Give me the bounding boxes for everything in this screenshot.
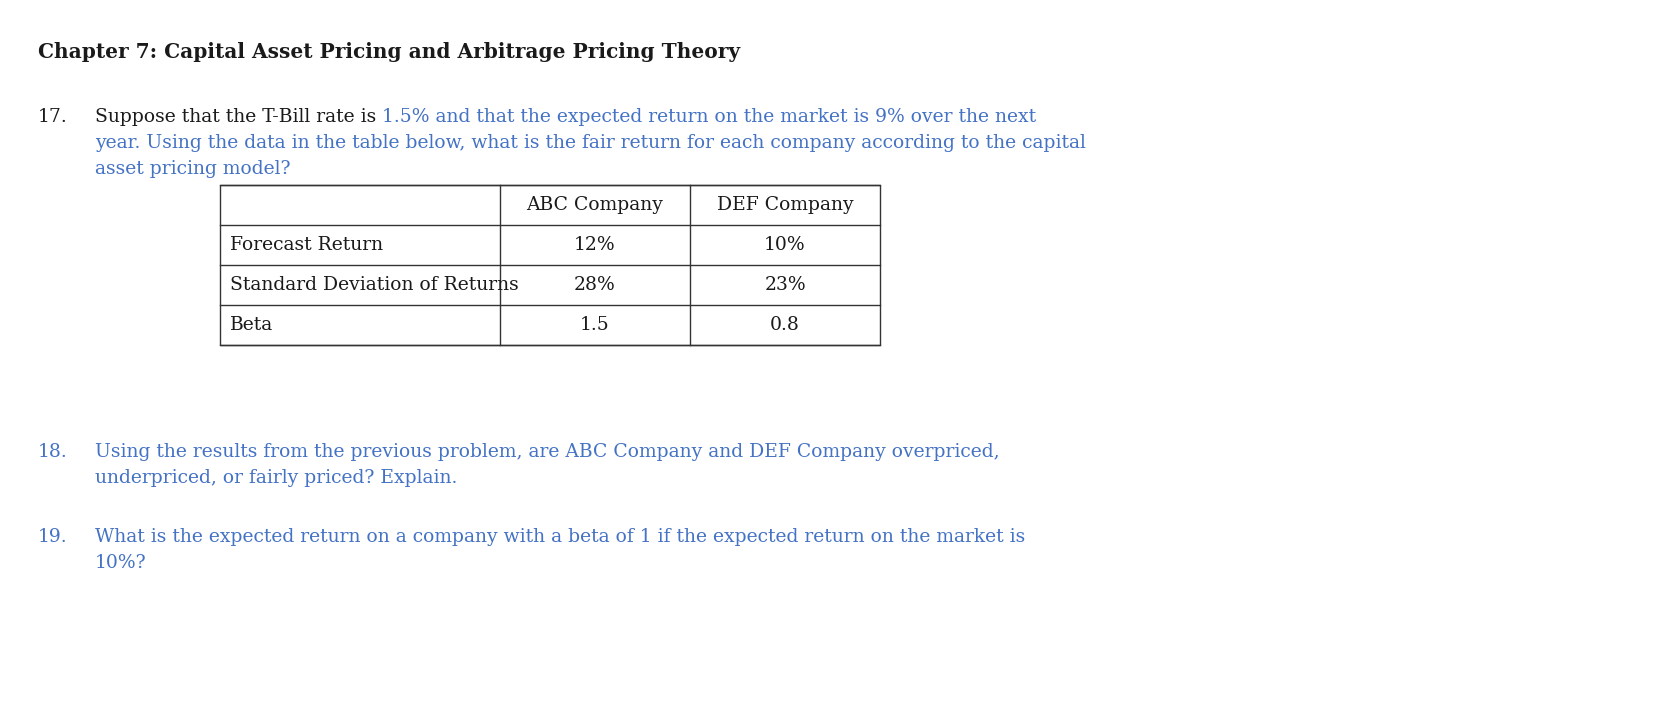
Text: 19.: 19. bbox=[39, 528, 67, 546]
Text: 10%?: 10%? bbox=[96, 554, 146, 572]
Text: What is the expected return on a company with a beta of 1 if the expected return: What is the expected return on a company… bbox=[96, 528, 1026, 546]
Text: 18.: 18. bbox=[39, 443, 67, 461]
Text: Beta: Beta bbox=[230, 316, 274, 334]
Text: 10%: 10% bbox=[764, 236, 806, 254]
Text: Chapter 7: Capital Asset Pricing and Arbitrage Pricing Theory: Chapter 7: Capital Asset Pricing and Arb… bbox=[39, 42, 740, 62]
Text: 23%: 23% bbox=[764, 276, 806, 294]
Text: ABC Company: ABC Company bbox=[527, 196, 663, 214]
Text: 17.: 17. bbox=[39, 108, 67, 126]
Bar bbox=[220, 185, 880, 345]
Text: 12%: 12% bbox=[574, 236, 616, 254]
Text: underpriced, or fairly priced? Explain.: underpriced, or fairly priced? Explain. bbox=[96, 469, 457, 487]
Text: 1.5% and that the expected return on the market is 9% over the next: 1.5% and that the expected return on the… bbox=[383, 108, 1036, 126]
Text: 0.8: 0.8 bbox=[771, 316, 799, 334]
Text: year. Using the data in the table below, what is the fair return for each compan: year. Using the data in the table below,… bbox=[96, 134, 1086, 152]
Text: Suppose that the T-Bill rate is: Suppose that the T-Bill rate is bbox=[96, 108, 383, 126]
Text: DEF Company: DEF Company bbox=[717, 196, 853, 214]
Text: 1.5: 1.5 bbox=[581, 316, 609, 334]
Text: Using the results from the previous problem, are ABC Company and DEF Company ove: Using the results from the previous prob… bbox=[96, 443, 999, 461]
Text: asset pricing model?: asset pricing model? bbox=[96, 160, 290, 178]
Text: Forecast Return: Forecast Return bbox=[230, 236, 383, 254]
Text: Standard Deviation of Returns: Standard Deviation of Returns bbox=[230, 276, 519, 294]
Text: 28%: 28% bbox=[574, 276, 616, 294]
